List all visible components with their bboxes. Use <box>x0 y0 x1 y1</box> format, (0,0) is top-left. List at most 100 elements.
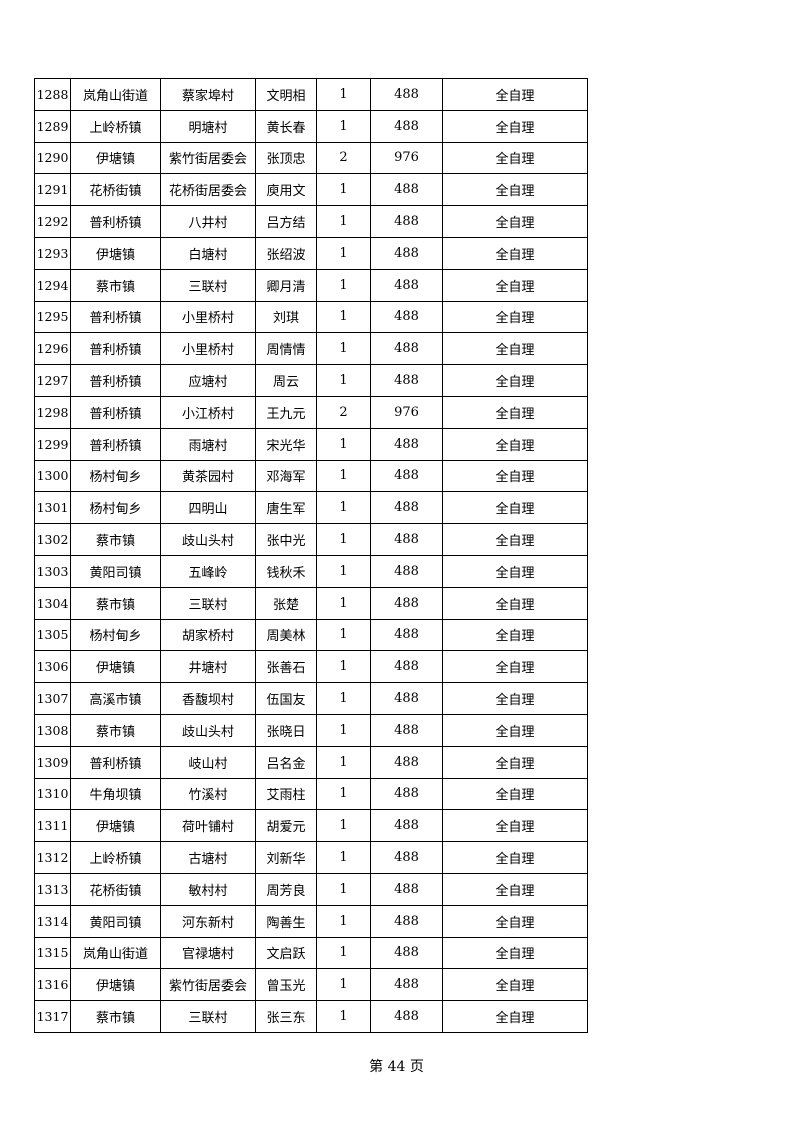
cell-village: 官禄塘村 <box>160 936 256 970</box>
cell-amount: 488 <box>370 459 443 493</box>
cell-count: 1 <box>316 872 371 906</box>
cell-village: 敏村村 <box>160 872 256 906</box>
table-row: 1291 花桥街镇 花桥街居委会 庾用文 1 488 全自理 <box>34 173 588 207</box>
cell-count: 1 <box>316 809 371 843</box>
cell-amount: 488 <box>370 586 443 620</box>
cell-person-name: 吕方结 <box>255 205 317 238</box>
cell-row-number: 1291 <box>34 173 71 207</box>
cell-person-name: 张晓日 <box>255 713 317 747</box>
cell-person-name: 卿月清 <box>255 268 317 302</box>
cell-village: 四明山 <box>160 491 256 525</box>
cell-amount: 976 <box>370 141 443 175</box>
cell-person-name: 周美林 <box>255 618 317 652</box>
cell-village: 白塘村 <box>160 236 256 270</box>
cell-care-type: 全自理 <box>442 682 588 715</box>
cell-care-type: 全自理 <box>442 141 588 175</box>
cell-care-type: 全自理 <box>442 523 588 556</box>
cell-person-name: 庾用文 <box>255 173 317 207</box>
cell-town: 高溪市镇 <box>70 682 161 715</box>
cell-amount: 488 <box>370 78 443 111</box>
cell-count: 1 <box>316 459 371 493</box>
cell-row-number: 1315 <box>34 936 71 970</box>
cell-person-name: 张中光 <box>255 523 317 556</box>
cell-care-type: 全自理 <box>442 332 588 366</box>
cell-care-type: 全自理 <box>442 872 588 906</box>
cell-row-number: 1314 <box>34 904 71 938</box>
cell-village: 河东新村 <box>160 904 256 938</box>
cell-row-number: 1292 <box>34 205 71 238</box>
cell-village: 花桥街居委会 <box>160 173 256 207</box>
cell-town: 黄阳司镇 <box>70 554 161 588</box>
cell-row-number: 1302 <box>34 523 71 556</box>
cell-person-name: 张楚 <box>255 586 317 620</box>
cell-person-name: 艾雨柱 <box>255 777 317 811</box>
cell-village: 岐山村 <box>160 745 256 779</box>
cell-row-number: 1299 <box>34 427 71 461</box>
cell-count: 1 <box>316 968 371 1002</box>
cell-village: 三联村 <box>160 268 256 302</box>
cell-village: 明塘村 <box>160 109 256 143</box>
table-row: 1308 蔡市镇 歧山头村 张晓日 1 488 全自理 <box>34 713 588 747</box>
table-row: 1304 蔡市镇 三联村 张楚 1 488 全自理 <box>34 586 588 620</box>
cell-count: 1 <box>316 109 371 143</box>
table-row: 1292 普利桥镇 八井村 吕方结 1 488 全自理 <box>34 205 588 238</box>
cell-row-number: 1301 <box>34 491 71 525</box>
cell-care-type: 全自理 <box>442 268 588 302</box>
cell-village: 黄茶园村 <box>160 459 256 493</box>
cell-person-name: 周云 <box>255 364 317 397</box>
cell-row-number: 1307 <box>34 682 71 715</box>
cell-town: 蔡市镇 <box>70 1000 161 1033</box>
cell-person-name: 邓海军 <box>255 459 317 493</box>
cell-village: 小里桥村 <box>160 300 256 334</box>
cell-amount: 488 <box>370 713 443 747</box>
cell-care-type: 全自理 <box>442 745 588 779</box>
cell-care-type: 全自理 <box>442 300 588 334</box>
cell-row-number: 1297 <box>34 364 71 397</box>
cell-town: 伊塘镇 <box>70 809 161 843</box>
cell-town: 蔡市镇 <box>70 268 161 302</box>
cell-town: 蔡市镇 <box>70 713 161 747</box>
cell-town: 花桥街镇 <box>70 872 161 906</box>
cell-village: 紫竹街居委会 <box>160 141 256 175</box>
cell-village: 胡家桥村 <box>160 618 256 652</box>
cell-row-number: 1300 <box>34 459 71 493</box>
cell-row-number: 1317 <box>34 1000 71 1033</box>
cell-row-number: 1293 <box>34 236 71 270</box>
cell-amount: 488 <box>370 936 443 970</box>
table-row: 1316 伊塘镇 紫竹街居委会 曾玉光 1 488 全自理 <box>34 968 588 1002</box>
cell-care-type: 全自理 <box>442 173 588 207</box>
cell-person-name: 黄长春 <box>255 109 317 143</box>
cell-village: 香馥坝村 <box>160 682 256 715</box>
cell-town: 岚角山街道 <box>70 936 161 970</box>
cell-row-number: 1310 <box>34 777 71 811</box>
cell-count: 1 <box>316 523 371 556</box>
cell-care-type: 全自理 <box>442 618 588 652</box>
cell-town: 普利桥镇 <box>70 332 161 366</box>
cell-count: 1 <box>316 332 371 366</box>
cell-row-number: 1295 <box>34 300 71 334</box>
table-row: 1299 普利桥镇 雨塘村 宋光华 1 488 全自理 <box>34 427 588 461</box>
table-row: 1289 上岭桥镇 明塘村 黄长春 1 488 全自理 <box>34 109 588 143</box>
table-row: 1296 普利桥镇 小里桥村 周情情 1 488 全自理 <box>34 332 588 366</box>
cell-care-type: 全自理 <box>442 109 588 143</box>
cell-person-name: 胡爱元 <box>255 809 317 843</box>
cell-care-type: 全自理 <box>442 395 588 429</box>
cell-row-number: 1294 <box>34 268 71 302</box>
table-row: 1315 岚角山街道 官禄塘村 文启跃 1 488 全自理 <box>34 936 588 970</box>
cell-amount: 488 <box>370 872 443 906</box>
cell-person-name: 唐生军 <box>255 491 317 525</box>
cell-count: 2 <box>316 141 371 175</box>
cell-count: 1 <box>316 777 371 811</box>
cell-care-type: 全自理 <box>442 586 588 620</box>
cell-town: 普利桥镇 <box>70 205 161 238</box>
table-row: 1301 杨村甸乡 四明山 唐生军 1 488 全自理 <box>34 491 588 525</box>
cell-village: 三联村 <box>160 1000 256 1033</box>
cell-care-type: 全自理 <box>442 427 588 461</box>
cell-count: 1 <box>316 682 371 715</box>
cell-care-type: 全自理 <box>442 968 588 1002</box>
table-row: 1305 杨村甸乡 胡家桥村 周美林 1 488 全自理 <box>34 618 588 652</box>
cell-care-type: 全自理 <box>442 491 588 525</box>
cell-count: 2 <box>316 395 371 429</box>
cell-care-type: 全自理 <box>442 777 588 811</box>
table-body: 1288 岚角山街道 蔡家埠村 文明相 1 488 全自理 1289 上岭桥镇 明塘村 黄长春 1 48… <box>34 78 588 1033</box>
